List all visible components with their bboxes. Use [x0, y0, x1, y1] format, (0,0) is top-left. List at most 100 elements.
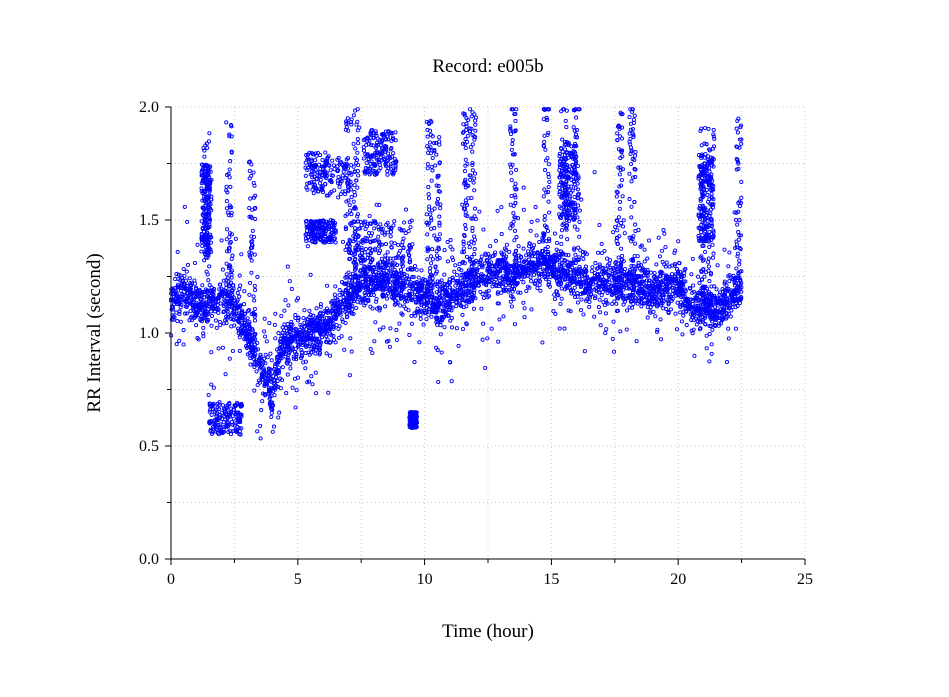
- data-point: [288, 366, 293, 371]
- data-point: [223, 372, 228, 377]
- data-point: [325, 283, 330, 288]
- data-point: [670, 280, 675, 285]
- data-point: [235, 290, 240, 296]
- data-point: [273, 387, 278, 392]
- data-point: [313, 338, 318, 344]
- data-point: [651, 286, 657, 291]
- data-point: [173, 286, 178, 291]
- data-point: [684, 323, 689, 328]
- data-point: [362, 291, 367, 296]
- data-point: [597, 297, 602, 302]
- data-point: [602, 248, 607, 254]
- data-point: [616, 255, 621, 260]
- data-point: [525, 249, 531, 254]
- data-point: [492, 252, 497, 257]
- data-point: [481, 321, 486, 326]
- data-point: [249, 333, 254, 338]
- data-point: [313, 370, 318, 375]
- data-point: [305, 244, 310, 249]
- data-point: [536, 272, 541, 277]
- data-point: [339, 334, 344, 339]
- data-point: [704, 296, 709, 301]
- data-point: [421, 322, 426, 327]
- data-point: [283, 298, 288, 303]
- data-point: [313, 351, 318, 356]
- data-point: [301, 315, 306, 321]
- data-point: [606, 273, 611, 278]
- data-point: [655, 329, 660, 334]
- data-point: [707, 359, 712, 364]
- data-point: [477, 209, 482, 214]
- data-point: [318, 302, 323, 307]
- data-point: [385, 291, 390, 296]
- data-point: [237, 348, 242, 353]
- data-point: [373, 320, 378, 325]
- data-point: [680, 332, 685, 337]
- data-point: [459, 287, 464, 292]
- data-point: [722, 247, 727, 252]
- data-point: [680, 273, 685, 278]
- data-point: [683, 279, 688, 284]
- data-point: [392, 219, 397, 224]
- data-point: [403, 207, 409, 212]
- data-point: [633, 222, 638, 227]
- data-point: [308, 272, 313, 277]
- data-point: [678, 310, 683, 315]
- data-point: [559, 234, 564, 239]
- data-point: [196, 312, 202, 318]
- data-point: [715, 263, 720, 268]
- data-point: [463, 299, 468, 304]
- data-point: [338, 312, 343, 317]
- data-point: [559, 241, 564, 247]
- data-point: [374, 284, 379, 289]
- data-point: [521, 185, 526, 190]
- data-point: [480, 337, 485, 342]
- data-point: [188, 309, 193, 314]
- data-point: [331, 163, 336, 168]
- data-point: [486, 288, 491, 293]
- data-point: [584, 269, 589, 274]
- data-point: [507, 249, 512, 254]
- data-point: [314, 306, 319, 311]
- data-point: [414, 267, 419, 272]
- data-point: [182, 282, 187, 287]
- data-point: [534, 233, 539, 238]
- data-point: [318, 177, 323, 182]
- data-point: [213, 318, 218, 323]
- data-point: [564, 252, 569, 257]
- data-point: [243, 318, 248, 323]
- data-point: [391, 151, 396, 156]
- data-point: [325, 337, 330, 342]
- data-point: [724, 359, 730, 365]
- data-point: [572, 285, 577, 290]
- data-point: [689, 317, 694, 323]
- data-point: [593, 261, 598, 266]
- data-point: [551, 264, 556, 269]
- data-point: [655, 304, 660, 309]
- data-point: [492, 274, 497, 280]
- data-point: [421, 277, 426, 282]
- data-point: [385, 172, 390, 177]
- data-point: [216, 346, 221, 351]
- data-point: [172, 315, 177, 320]
- data-point: [593, 280, 598, 285]
- data-point: [722, 301, 728, 306]
- data-point: [419, 301, 424, 306]
- data-point: [516, 244, 521, 249]
- data-point: [454, 304, 459, 309]
- data-point: [428, 266, 433, 271]
- data-point: [279, 313, 284, 319]
- data-point: [521, 300, 526, 305]
- data-point: [657, 274, 662, 279]
- data-point: [380, 292, 385, 297]
- data-point: [643, 295, 649, 300]
- data-point: [264, 339, 269, 344]
- data-point: [667, 264, 672, 269]
- data-point: [501, 255, 506, 260]
- data-point: [411, 275, 416, 280]
- data-point: [193, 285, 199, 290]
- data-point: [305, 340, 310, 345]
- data-point: [289, 286, 294, 291]
- data-point: [629, 281, 634, 286]
- data-point: [174, 271, 179, 277]
